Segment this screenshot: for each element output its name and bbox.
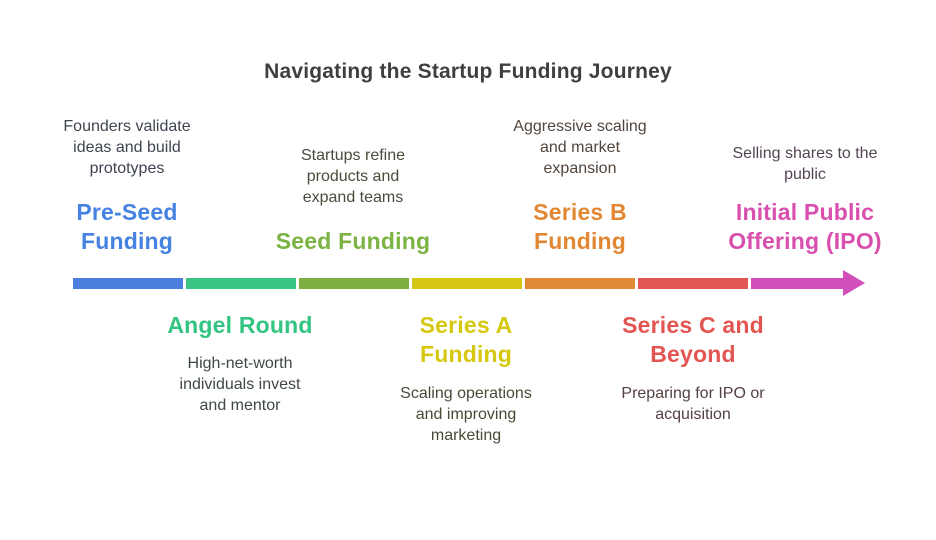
stage-heading: Pre-Seed Funding xyxy=(76,199,178,254)
timeline-segment-angel xyxy=(186,278,296,289)
stage-heading: Initial Public Offering (IPO) xyxy=(728,199,882,254)
timeline-segment-seed xyxy=(299,278,409,289)
stage-description: Scaling operations and improving marketi… xyxy=(400,385,532,444)
stage-seed: Startups refine products and expand team… xyxy=(263,0,443,540)
stage-description: Selling shares to the public xyxy=(732,145,878,183)
stage-pre-seed: Founders validate ideas and build protot… xyxy=(37,0,217,540)
timeline-segment-series-b xyxy=(525,278,635,289)
stage-ipo: Selling shares to the public Initial Pub… xyxy=(708,0,902,540)
stage-description: High-net-worth individuals invest and me… xyxy=(179,355,301,414)
stage-heading: Series C and Beyond xyxy=(622,312,764,367)
timeline-segment-pre-seed xyxy=(73,278,183,289)
timeline-segment-series-c xyxy=(638,278,748,289)
stage-description: Founders validate ideas and build protot… xyxy=(63,118,191,177)
stage-description: Aggressive scaling and market expansion xyxy=(513,118,647,177)
stage-description: Preparing for IPO or acquisition xyxy=(621,385,765,423)
stage-series-c: Series C and Beyond Preparing for IPO or… xyxy=(603,0,783,540)
page-title: Navigating the Startup Funding Journey xyxy=(264,60,672,83)
stage-series-b: Aggressive scaling and market expansion … xyxy=(490,0,670,540)
stage-heading: Series B Funding xyxy=(533,199,627,254)
stage-heading: Seed Funding xyxy=(275,228,431,254)
stage-angel-round: Angel Round High-net-worth individuals i… xyxy=(150,0,330,540)
stage-heading: Series A Funding xyxy=(419,312,513,367)
stage-heading: Angel Round xyxy=(167,312,313,338)
stage-series-a: Series A Funding Scaling operations and … xyxy=(376,0,556,540)
timeline-segment-series-a xyxy=(412,278,522,289)
timeline-arrowhead-icon xyxy=(843,270,865,296)
timeline-segment-ipo xyxy=(751,278,843,289)
stage-description: Startups refine products and expand team… xyxy=(300,147,406,206)
